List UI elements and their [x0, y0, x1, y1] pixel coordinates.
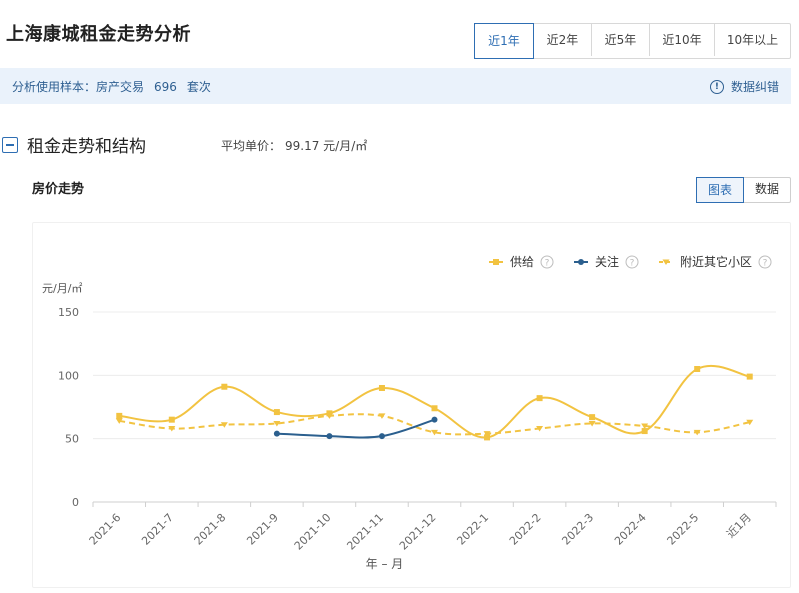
x-tick-label: 2021-6 — [87, 511, 124, 548]
tab-range-5y[interactable]: 近5年 — [591, 24, 649, 56]
data-point-0 — [589, 414, 596, 421]
y-tick-label: 100 — [58, 369, 79, 382]
data-point-2 — [220, 422, 228, 428]
help-icon-glyph: ? — [763, 259, 768, 269]
collapse-icon[interactable] — [2, 136, 18, 153]
average-price: 平均单价： 99.17 元/月/㎡ — [221, 137, 367, 154]
x-tick-label: 2021-8 — [192, 511, 229, 548]
data-point-0 — [641, 428, 648, 435]
x-tick-label: 2021-11 — [344, 511, 386, 553]
data-correction-label: 数据纠错 — [730, 80, 779, 94]
x-tick-label: 2021-9 — [244, 511, 281, 548]
series-line-1 — [276, 418, 435, 439]
x-tick-label: 2022-3 — [559, 511, 596, 548]
data-point-0 — [484, 434, 491, 441]
tab-range-10y[interactable]: 近10年 — [649, 24, 714, 56]
x-tick-label: 2022-5 — [665, 511, 702, 548]
data-point-2 — [588, 420, 596, 427]
data-point-1 — [378, 433, 385, 440]
data-point-0 — [273, 409, 280, 416]
x-axis-label: 年 – 月 — [366, 557, 404, 571]
sample-unit: 套次 — [186, 80, 211, 94]
sample-label: 分析使用样本：房产交易 — [12, 80, 145, 94]
x-tick-label: 2022-2 — [507, 511, 544, 548]
data-point-1 — [273, 430, 280, 437]
data-point-0 — [536, 395, 543, 402]
data-point-0 — [326, 410, 333, 417]
x-tick-label: 近1月 — [724, 511, 754, 541]
legend-label: 供给 — [510, 255, 534, 269]
view-data-button[interactable]: 数据 — [754, 182, 779, 196]
data-point-0 — [168, 416, 175, 423]
legend-label: 关注 — [595, 254, 619, 269]
chart-container — [32, 222, 791, 588]
data-point-1 — [326, 433, 333, 440]
data-point-2 — [641, 423, 649, 429]
data-point-2 — [168, 426, 176, 432]
page-title: 上海康城租金走势分析 — [6, 24, 191, 45]
data-point-2 — [115, 418, 123, 424]
x-tick-label: 2021-10 — [292, 511, 334, 553]
data-point-0 — [431, 405, 438, 412]
data-point-2 — [693, 429, 701, 436]
y-tick-label: 150 — [58, 306, 79, 319]
view-chart-button[interactable]: 图表 — [696, 177, 744, 203]
data-point-0 — [221, 383, 228, 390]
legend-marker — [493, 259, 499, 265]
data-point-0 — [116, 412, 123, 419]
legend-marker — [578, 259, 584, 265]
data-correction-link[interactable]: ! 数据纠错 — [709, 78, 779, 95]
help-icon-glyph: ? — [630, 259, 635, 269]
legend-label: 附近其它小区 — [680, 254, 752, 269]
data-point-1 — [431, 416, 438, 423]
x-tick-label: 2022-4 — [612, 511, 649, 548]
legend-marker — [662, 259, 670, 265]
info-icon: ! — [709, 79, 724, 94]
data-point-0 — [746, 373, 753, 380]
average-price-label: 平均单价： — [221, 139, 282, 153]
tab-range-10y-plus[interactable]: 10年以上 — [714, 24, 790, 56]
help-icon — [758, 255, 772, 269]
help-icon — [540, 255, 554, 269]
data-point-2 — [746, 419, 754, 426]
x-tick-label: 2021-7 — [139, 511, 176, 548]
sample-count: 696 — [154, 80, 177, 94]
section-title: 租金走势和结构 — [27, 137, 146, 157]
data-point-2 — [431, 429, 438, 436]
data-point-0 — [378, 385, 385, 391]
average-price-value: 99.17 元/月/㎡ — [285, 139, 368, 153]
chart-section-title: 房价走势 — [32, 182, 85, 197]
view-toggle: 图表 数据 — [696, 177, 791, 203]
time-range-tabs: 近1年 近2年 近5年 近10年 10年以上 — [474, 23, 791, 59]
data-point-2 — [273, 420, 281, 427]
section-header: 租金走势和结构 — [2, 132, 146, 157]
sample-info-bar: 分析使用样本：房产交易 696 套次 ! 数据纠错 — [0, 68, 791, 104]
y-tick-label: 50 — [65, 433, 79, 446]
y-tick-label: 0 — [72, 496, 79, 509]
tab-range-1y[interactable]: 近1年 — [474, 23, 534, 59]
help-icon-glyph: ? — [545, 259, 550, 269]
y-axis-label: 元/月/㎡ — [42, 282, 82, 295]
data-point-0 — [694, 366, 701, 372]
data-point-2 — [536, 426, 544, 432]
x-tick-label: 2021-12 — [397, 511, 439, 553]
x-tick-label: 2022-1 — [454, 511, 491, 548]
data-point-2 — [378, 413, 386, 419]
sample-info: 分析使用样本：房产交易 696 套次 — [12, 78, 211, 95]
data-point-2 — [483, 431, 491, 437]
help-icon — [625, 255, 639, 269]
